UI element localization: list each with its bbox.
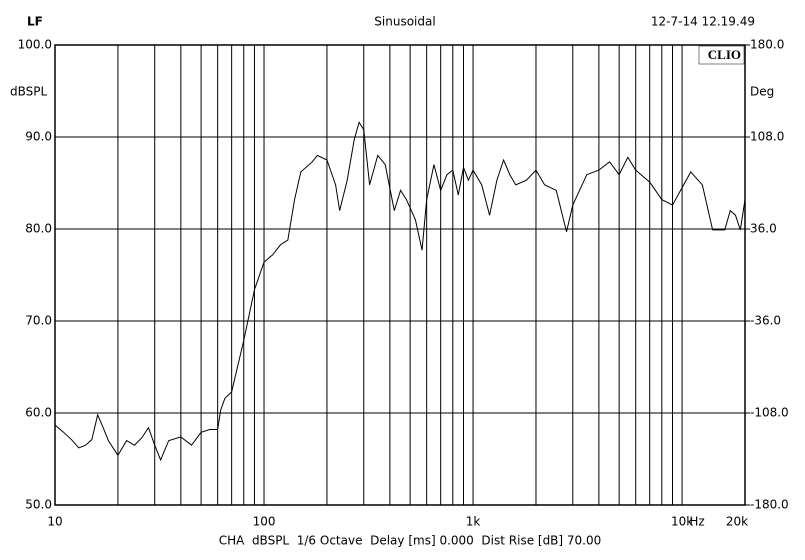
x-tick-label: 1k — [466, 515, 481, 529]
y-tick-label: 80.0 — [25, 222, 52, 236]
x-unit: Hz — [689, 515, 704, 529]
plot-frame — [54, 44, 746, 506]
y2-tick-label: 180.0 — [750, 38, 784, 52]
x-tick-label: 10 — [47, 515, 62, 529]
timestamp: 12-7-14 12.19.49 — [651, 15, 755, 29]
y2-axis-label: Deg — [750, 85, 774, 99]
channel-label: LF — [27, 15, 43, 29]
y-tick-label: 100.0 — [18, 38, 52, 52]
data-line — [54, 121, 746, 462]
y-tick-label: 90.0 — [25, 130, 52, 144]
y2-tick-label: -36.0 — [750, 314, 781, 328]
y-axis-label: dBSPL — [10, 85, 47, 99]
brand: CLIO — [708, 47, 741, 62]
y2-tick-label: 108.0 — [750, 130, 784, 144]
footer: CHA dBSPL 1/6 Octave Delay [ms] 0.000 Di… — [219, 534, 602, 548]
y2-tick-label: -108.0 — [750, 406, 789, 420]
y-tick-label: 70.0 — [25, 314, 52, 328]
y-tick-label: 50.0 — [25, 498, 52, 512]
y-tick-label: 60.0 — [25, 406, 52, 420]
y2-tick-label: -180.0 — [750, 498, 789, 512]
x-tick-label: 100 — [253, 515, 276, 529]
x-tick-label: 10k — [671, 515, 693, 529]
brand-box — [698, 45, 745, 65]
chart-title: Sinusoidal — [374, 15, 435, 29]
x-tick-label: 20k — [726, 515, 748, 529]
y2-tick-label: 36.0 — [750, 222, 777, 236]
